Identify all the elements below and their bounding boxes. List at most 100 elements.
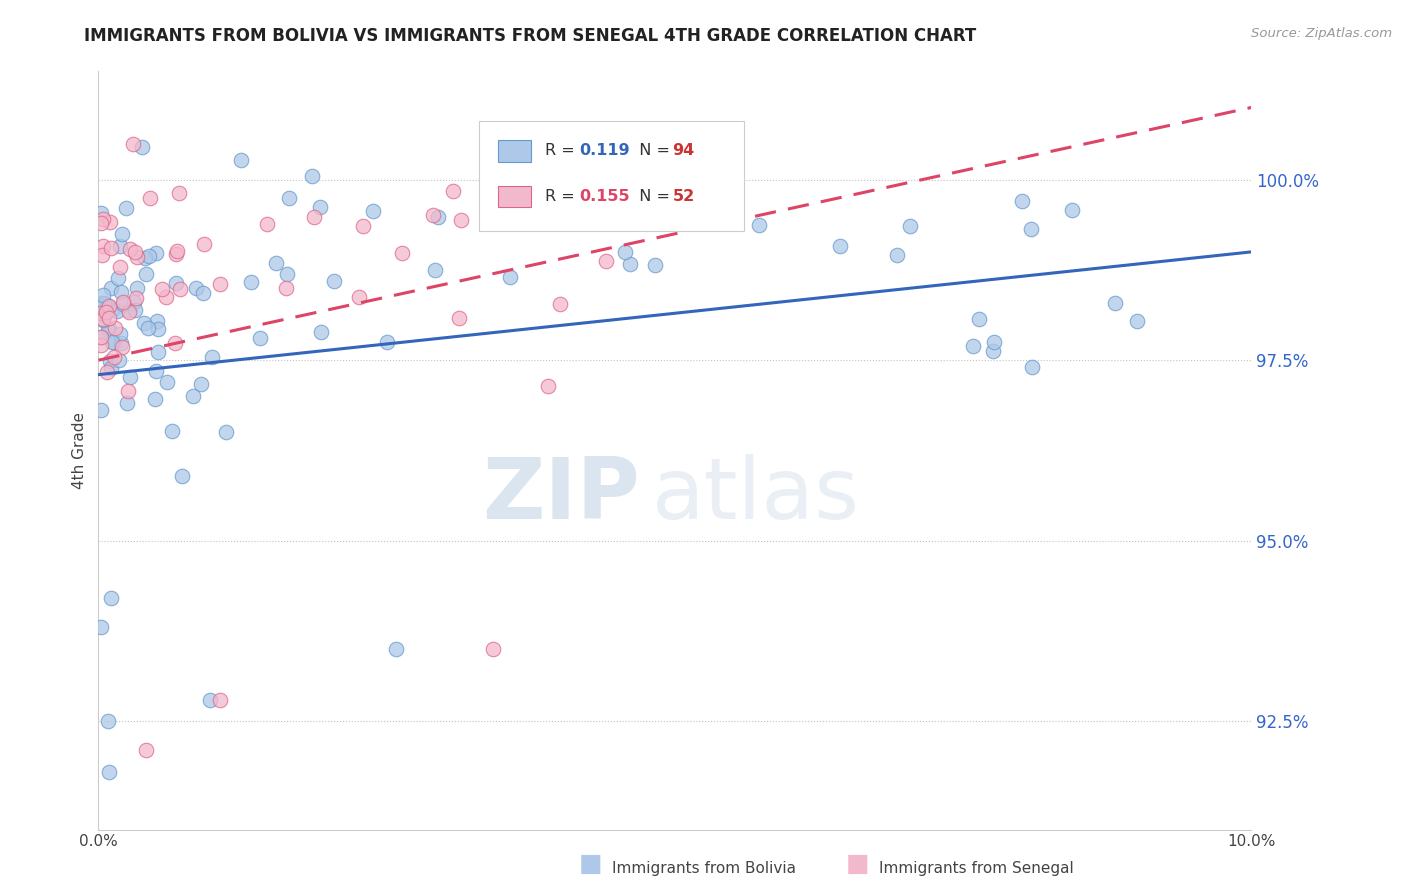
Point bbox=[91, 313, 114, 327]
Text: 52: 52 bbox=[672, 189, 695, 204]
Text: N =: N = bbox=[628, 144, 675, 159]
Point bbox=[450, 212, 472, 227]
Point bbox=[160, 424, 183, 438]
Point bbox=[118, 242, 141, 256]
Point bbox=[830, 238, 852, 252]
Point bbox=[93, 296, 115, 310]
Point bbox=[239, 276, 262, 290]
Point bbox=[104, 321, 127, 335]
Point bbox=[426, 211, 449, 225]
Point bbox=[98, 299, 121, 313]
Point bbox=[309, 200, 332, 214]
Point bbox=[131, 140, 153, 154]
Point bbox=[209, 277, 232, 291]
Text: atlas: atlas bbox=[652, 454, 860, 538]
Text: Source: ZipAtlas.com: Source: ZipAtlas.com bbox=[1251, 27, 1392, 40]
Point bbox=[100, 361, 122, 376]
Point bbox=[447, 311, 470, 326]
Point bbox=[100, 280, 122, 294]
Point bbox=[209, 692, 232, 706]
Point bbox=[118, 305, 141, 319]
Point bbox=[309, 325, 332, 339]
Point bbox=[274, 281, 297, 295]
Point bbox=[748, 219, 770, 233]
Point bbox=[1011, 194, 1033, 208]
Point bbox=[163, 335, 186, 350]
Point bbox=[90, 620, 112, 634]
Point bbox=[375, 334, 398, 349]
Point bbox=[90, 216, 112, 230]
Point bbox=[600, 155, 623, 169]
Point bbox=[90, 337, 112, 351]
Point bbox=[98, 354, 121, 368]
Point bbox=[110, 285, 132, 299]
Point bbox=[499, 270, 522, 285]
Point bbox=[91, 296, 114, 310]
Point bbox=[112, 297, 135, 311]
Point bbox=[302, 210, 325, 224]
Point bbox=[150, 282, 173, 296]
Point bbox=[537, 379, 560, 393]
Text: 94: 94 bbox=[672, 144, 695, 159]
Point bbox=[117, 303, 139, 318]
Point bbox=[145, 246, 167, 260]
Point bbox=[249, 331, 271, 345]
Point bbox=[134, 252, 156, 266]
Point bbox=[118, 370, 141, 384]
Point bbox=[193, 237, 215, 252]
Text: 0.119: 0.119 bbox=[579, 144, 630, 159]
Point bbox=[278, 191, 301, 205]
Point bbox=[266, 255, 288, 269]
Point bbox=[193, 286, 215, 301]
Point bbox=[91, 211, 114, 226]
Point bbox=[146, 322, 169, 336]
Point bbox=[110, 335, 132, 350]
Point bbox=[962, 339, 984, 353]
Point bbox=[103, 350, 125, 364]
Point bbox=[138, 249, 160, 263]
Point bbox=[124, 294, 146, 309]
Point bbox=[148, 345, 170, 359]
Point bbox=[90, 330, 112, 344]
Point bbox=[595, 254, 617, 268]
Point bbox=[110, 238, 132, 252]
Point bbox=[886, 247, 908, 261]
Point bbox=[91, 248, 114, 262]
Point bbox=[1021, 222, 1043, 236]
Point bbox=[124, 302, 146, 317]
Point bbox=[184, 281, 207, 295]
Point bbox=[107, 304, 129, 318]
Text: 0.155: 0.155 bbox=[579, 189, 630, 204]
Point bbox=[145, 314, 167, 328]
Point bbox=[101, 301, 124, 316]
Point bbox=[215, 425, 238, 440]
Point bbox=[276, 267, 298, 281]
Point bbox=[136, 321, 159, 335]
Point bbox=[166, 276, 188, 290]
Point bbox=[256, 217, 278, 231]
Point bbox=[143, 392, 166, 406]
Point bbox=[167, 186, 190, 200]
Point bbox=[125, 281, 148, 295]
Point bbox=[110, 326, 132, 341]
Point bbox=[139, 191, 162, 205]
Point bbox=[967, 311, 990, 326]
Text: Immigrants from Senegal: Immigrants from Senegal bbox=[879, 861, 1074, 876]
Point bbox=[98, 310, 121, 325]
Point bbox=[1060, 203, 1083, 218]
Text: Immigrants from Bolivia: Immigrants from Bolivia bbox=[612, 861, 796, 876]
Point bbox=[111, 340, 134, 354]
Point bbox=[1021, 360, 1043, 375]
Point bbox=[94, 307, 117, 321]
Text: ZIP: ZIP bbox=[482, 454, 640, 538]
Point bbox=[301, 169, 323, 184]
Point bbox=[983, 335, 1005, 350]
Point bbox=[169, 282, 191, 296]
Point bbox=[156, 375, 179, 389]
Point bbox=[98, 764, 121, 779]
Point bbox=[98, 321, 121, 335]
Point bbox=[898, 219, 921, 234]
Point bbox=[323, 274, 346, 288]
Point bbox=[100, 591, 122, 606]
Point bbox=[981, 343, 1004, 358]
